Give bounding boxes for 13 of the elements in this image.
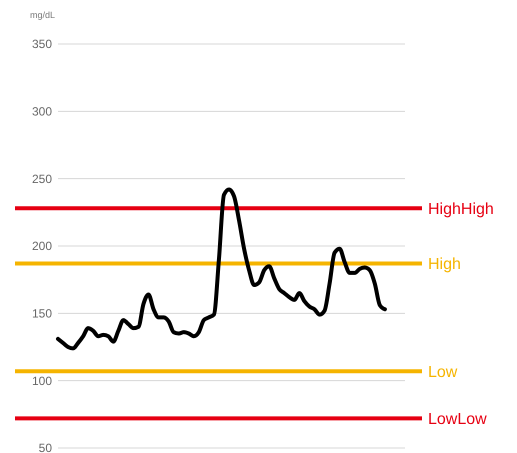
- ref-line-label: High: [428, 256, 461, 274]
- line-series: [56, 187, 387, 350]
- ref-line-label: LowLow: [428, 410, 488, 428]
- y-tick-label: 50: [38, 441, 52, 453]
- y-tick-label: 200: [32, 239, 52, 254]
- ref-line-label: HighHigh: [428, 200, 494, 218]
- ref-line-label: Low: [428, 364, 458, 381]
- y-tick-label: 100: [32, 374, 52, 388]
- y-axis-title: mg/dL: [30, 10, 56, 20]
- y-tick-label: 300: [32, 104, 52, 119]
- y-tick-label: 150: [32, 306, 52, 321]
- y-tick-label: 350: [32, 37, 52, 52]
- y-tick-label: 250: [32, 172, 52, 186]
